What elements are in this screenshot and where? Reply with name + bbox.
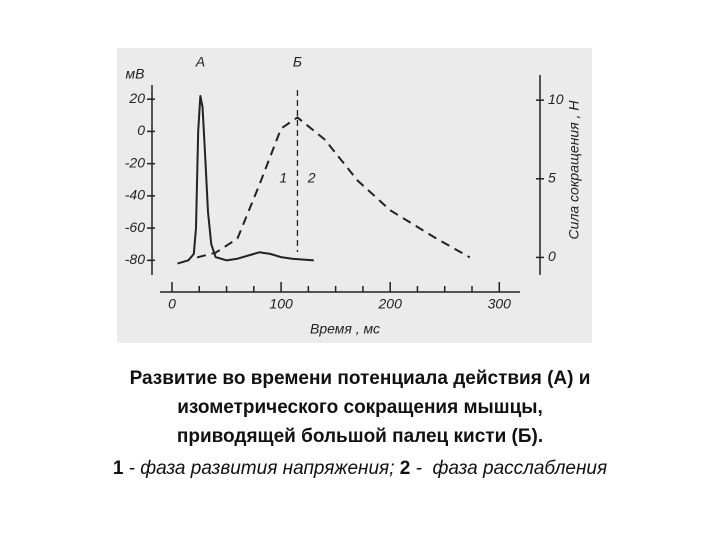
y-tick-label: -40 (125, 187, 145, 203)
phase-label: 2 (307, 169, 316, 185)
y-unit-label: мВ (126, 66, 145, 82)
x-tick-label: 100 (269, 296, 293, 312)
x-tick-label: 300 (488, 296, 512, 312)
y-tick-label: -60 (125, 219, 145, 235)
phase-number: 1 (112, 458, 124, 479)
phase-number: 2 (399, 458, 411, 479)
caption-legend: 1 - фаза развития напряжения; 2 - фаза р… (0, 458, 720, 480)
phase-text: - фаза расслабления (410, 458, 608, 479)
x-tick-label: 0 (168, 296, 176, 312)
caption-line: изометрического сокращения мышцы, (177, 397, 543, 418)
phase-text: - фаза развития напряжения; (123, 458, 400, 479)
x-tick-label: 200 (378, 296, 403, 312)
figure-background (117, 48, 592, 343)
marker-label: Б (293, 54, 302, 70)
series-line (177, 94, 314, 265)
caption-line: приводящей большой палец кисти (Б). (176, 426, 544, 447)
y-tick-label: -80 (125, 251, 145, 267)
series-line (196, 116, 471, 259)
y2-axis-label: Сила сокращения , Н (566, 100, 582, 240)
y-tick-label: 0 (137, 122, 145, 138)
caption-line: Развитие во времени потенциала действия … (129, 368, 591, 389)
marker-label: А (195, 54, 205, 70)
y2-tick-label: 10 (548, 91, 564, 107)
chart: мВ Сила сокращения , Н Время , мс 0 100 20… (117, 48, 592, 343)
phase-label: 1 (279, 169, 287, 185)
x-axis-label: Время , мс (310, 321, 380, 337)
y-tick-label: -20 (125, 154, 145, 170)
y2-tick-label: 5 (548, 169, 556, 185)
y-tick-label: 20 (128, 90, 145, 106)
y2-tick-label: 0 (548, 248, 556, 264)
